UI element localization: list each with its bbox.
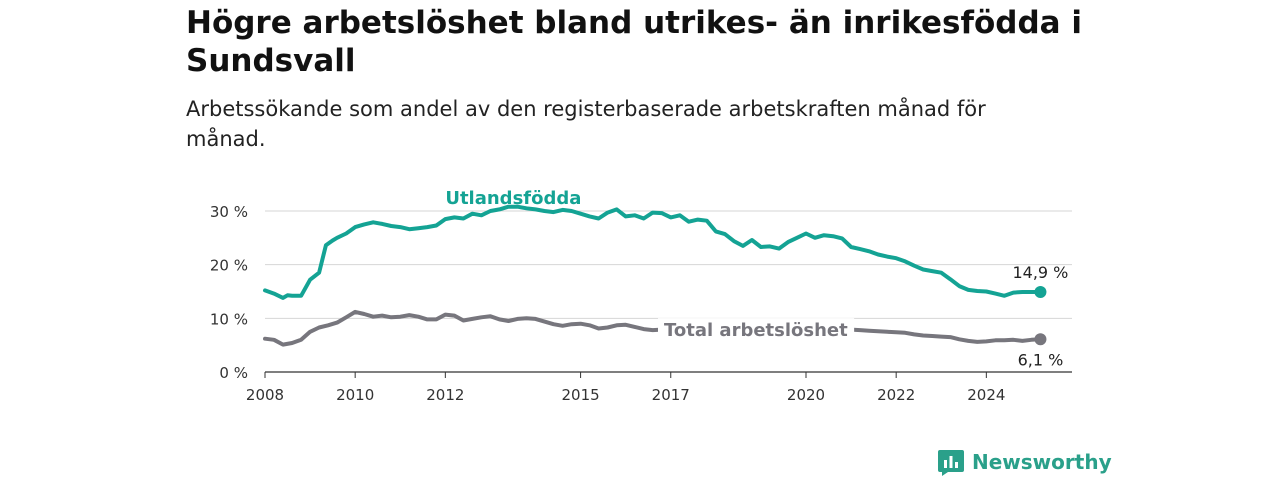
label-layer: Utlandsfödda Total arbetslöshet 14,9 % 6,1 …	[445, 188, 1068, 369]
y-tick-label: 30 %	[210, 203, 248, 221]
y-tick-label: 0 %	[219, 364, 248, 382]
x-tick-label: 2024	[967, 386, 1005, 404]
axis-layer: 0 % 10 % 20 % 30 % 2008 2010 2012 2015 2017 2020 2…	[210, 203, 1006, 404]
series-label-total: Total arbetslöshet	[664, 320, 848, 341]
total-unemployment-line	[263, 309, 1043, 347]
foreign-born-line	[263, 204, 1043, 300]
x-tick-label: 2022	[877, 386, 915, 404]
end-value-label-total: 6,1 %	[1018, 350, 1064, 369]
end-point-marker	[1034, 333, 1047, 346]
x-tick-label: 2008	[246, 386, 284, 404]
end-value-label-foreign-born: 14,9 %	[1012, 263, 1068, 282]
series-layer	[263, 204, 1047, 347]
newsworthy-logo[interactable]: Newsworthy	[938, 448, 1112, 476]
line-chart: 0 % 10 % 20 % 30 % 2008 2010 2012 2015 2017 2020 2…	[210, 188, 1072, 404]
chart-title: Högre arbetslöshet bland utrikes- än inr…	[186, 5, 1082, 79]
x-tick-label: 2012	[426, 386, 464, 404]
bar-chart-icon	[938, 450, 964, 476]
series-label-foreign-born: Utlandsfödda	[445, 188, 581, 209]
chart-subtitle: Arbetssökande som andel av den registerb…	[186, 97, 986, 151]
brand-name: Newsworthy	[972, 450, 1112, 474]
x-tick-label: 2017	[652, 386, 690, 404]
end-point-marker	[1034, 286, 1047, 299]
y-tick-label: 10 %	[210, 310, 248, 328]
x-tick-label: 2020	[787, 386, 825, 404]
x-tick-label: 2015	[561, 386, 599, 404]
x-tick-label: 2010	[336, 386, 374, 404]
grid-layer	[265, 210, 1072, 373]
y-tick-label: 20 %	[210, 257, 248, 275]
series-label-background	[657, 318, 855, 343]
